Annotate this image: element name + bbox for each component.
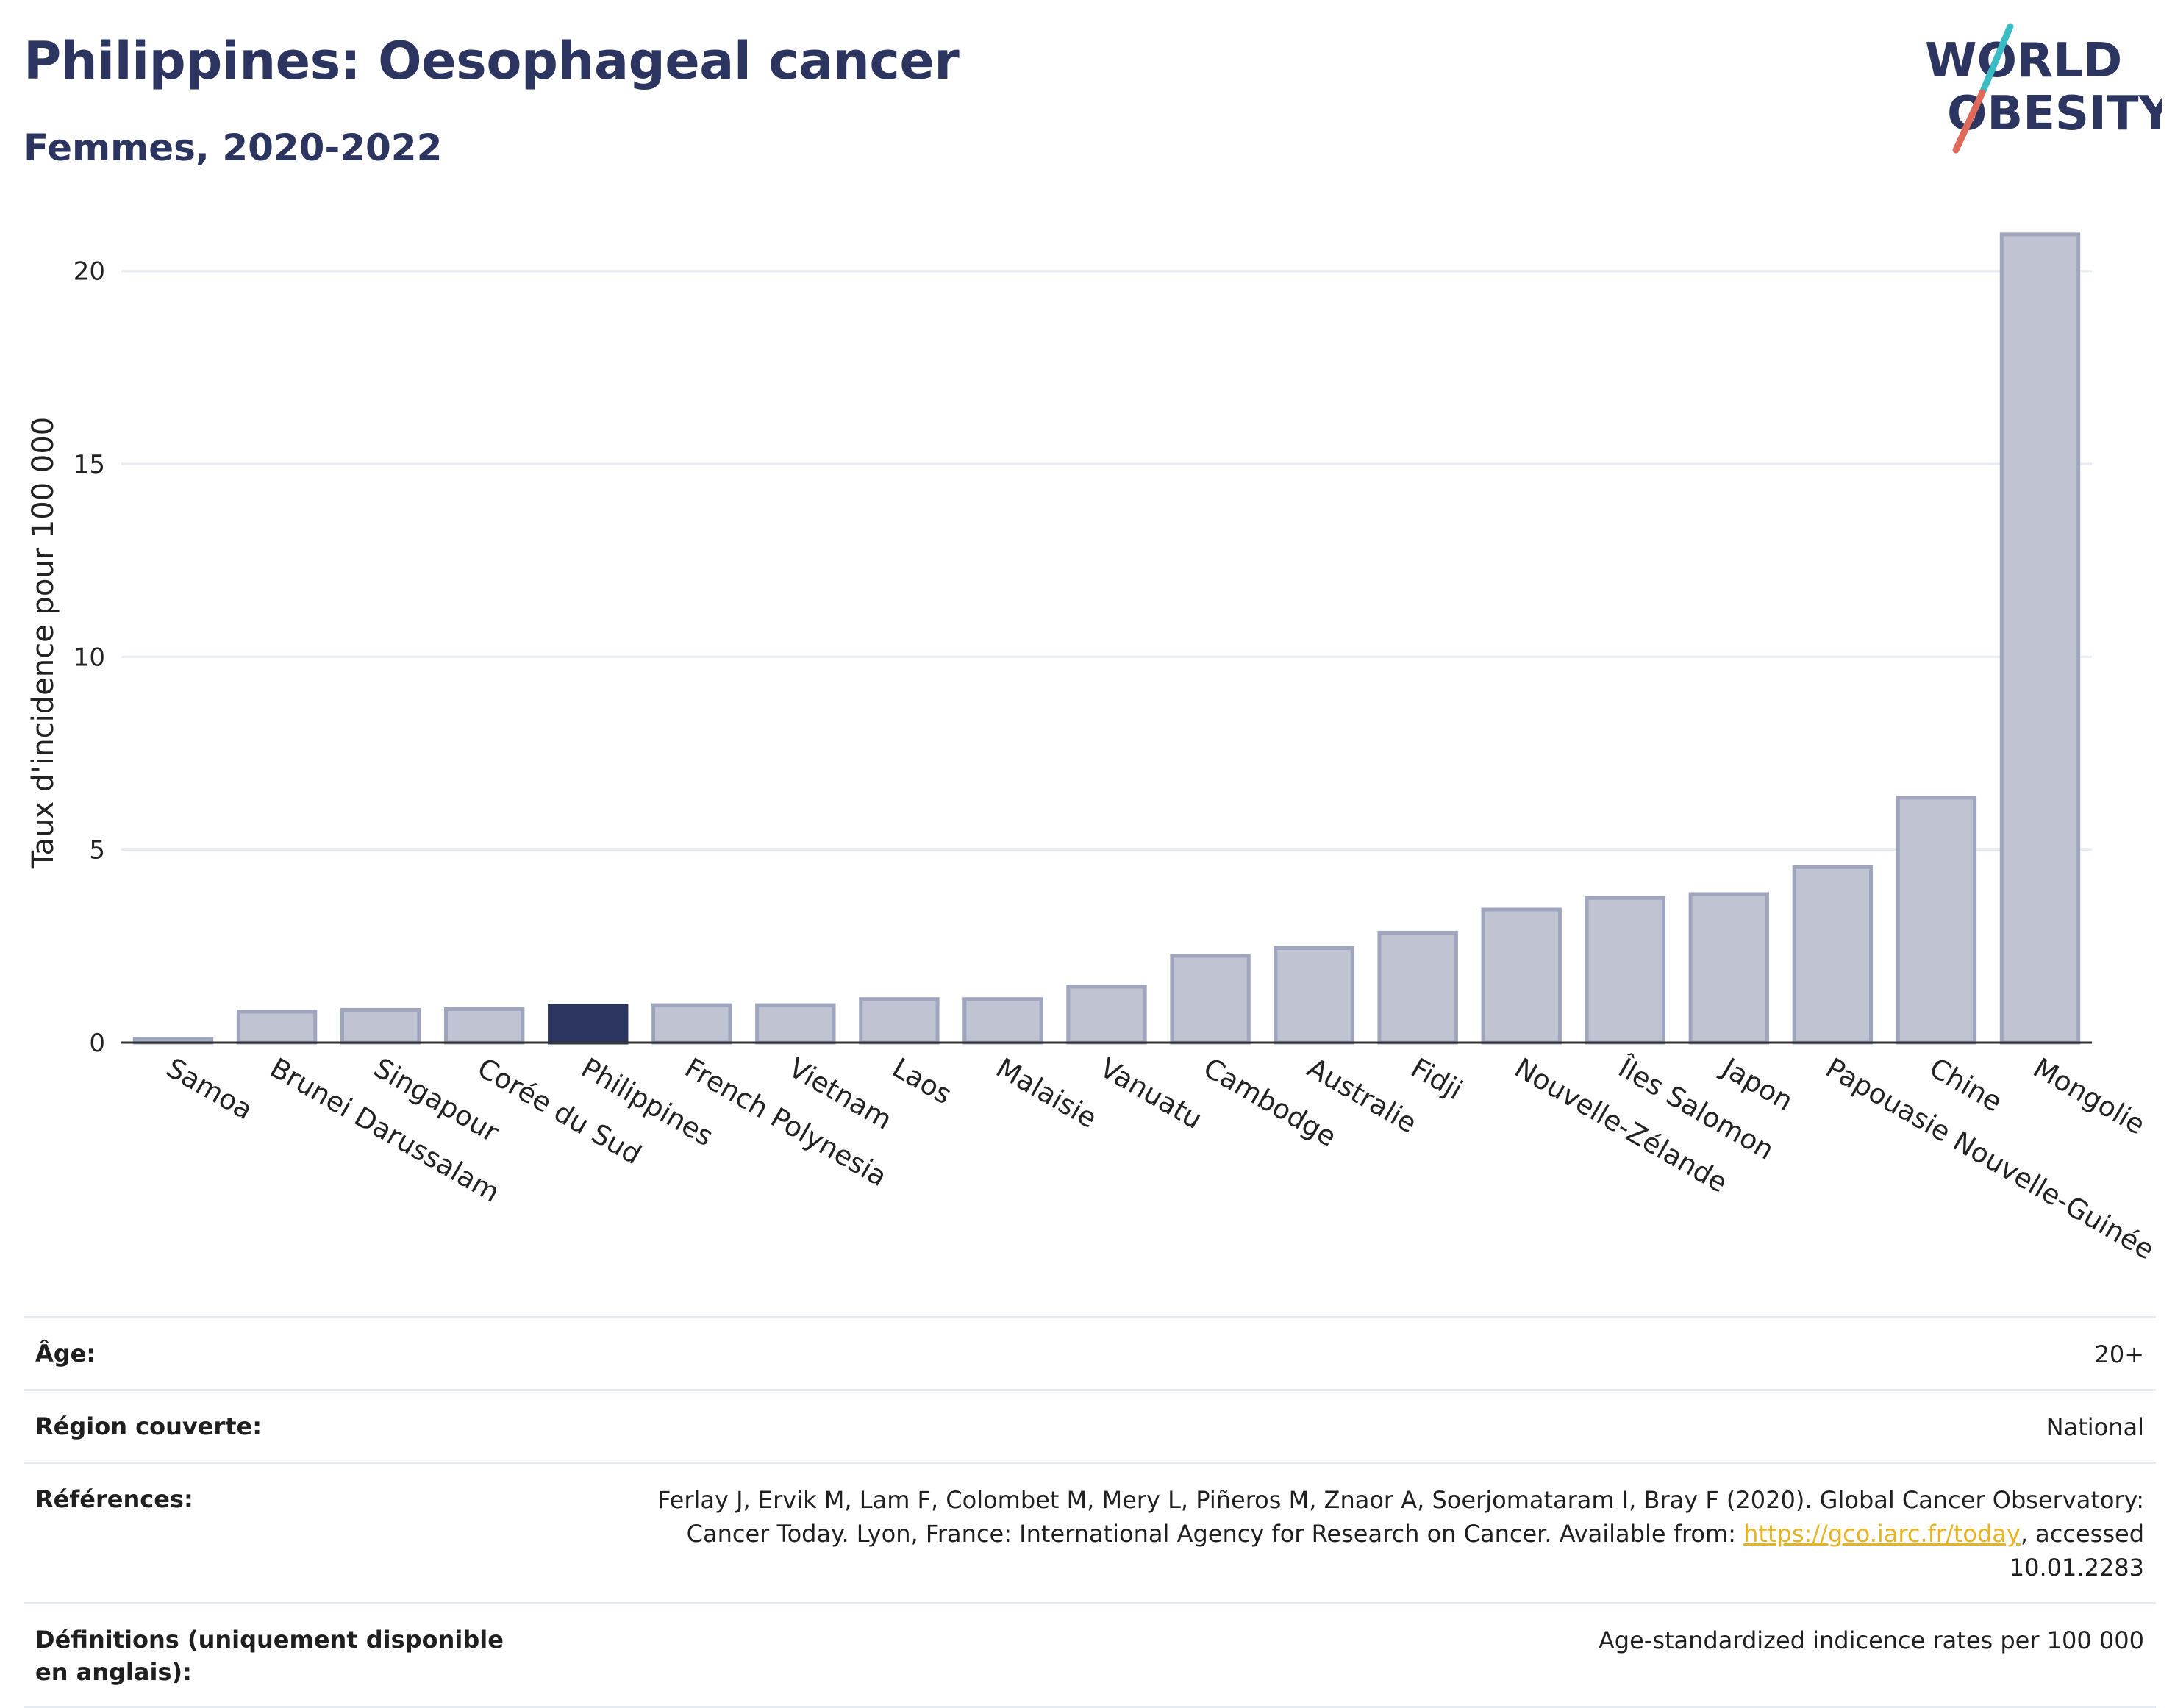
bar--les-salomon: [1585, 896, 1665, 1045]
bar-nouvelle-z-lande: [1481, 907, 1562, 1045]
meta-row-region: Région couverte: National: [24, 1389, 2156, 1462]
bar-singapour: [340, 1007, 421, 1045]
bar-french-polynesia: [651, 1003, 732, 1045]
bar-cambodge: [1170, 954, 1251, 1045]
logo-text-world: WORLD: [1925, 34, 2122, 88]
meta-value: National: [2046, 1413, 2144, 1441]
bar-papouasie-nouvelle-guin-e: [1792, 865, 1874, 1045]
meta-key: Région couverte:: [35, 1412, 262, 1440]
axes: 0 5 10 15 20: [74, 257, 2092, 1058]
bar-cor-e-du-sud: [443, 1007, 525, 1045]
x-tick-label: Laos: [887, 1052, 957, 1111]
bar-laos: [859, 997, 940, 1045]
bar-fidji: [1377, 930, 1458, 1045]
bar-brunei-darussalam: [236, 1010, 318, 1045]
reference-text: Ferlay J, Ervik M, Lam F, Colombet M, Me…: [657, 1486, 2144, 1548]
meta-key: Définitions (uniquement disponible en an…: [35, 1626, 504, 1686]
x-tick-label: Vanuatu: [1095, 1052, 1208, 1136]
logo-slash-teal: [1979, 23, 2014, 96]
meta-value: Age-standardized indicence rates per 100…: [1598, 1626, 2144, 1654]
world-obesity-logo: WORLD OBESITY: [1925, 23, 2162, 154]
bar-vanuatu: [1066, 985, 1147, 1045]
meta-row-definitions: Définitions (uniquement disponible en an…: [24, 1602, 2156, 1708]
y-tick-label: 0: [89, 1029, 105, 1058]
bars: [132, 232, 2081, 1045]
meta-row-references: Références: Ferlay J, Ervik M, Lam F, Co…: [24, 1462, 2156, 1602]
meta-key: Références:: [35, 1485, 193, 1513]
metadata-table: Âge: 20+ Région couverte: National Référ…: [24, 1316, 2156, 1708]
y-tick-label: 5: [89, 836, 105, 865]
meta-key: Âge:: [35, 1340, 96, 1368]
meta-value: 20+: [2094, 1340, 2144, 1368]
y-tick-label: 15: [74, 450, 105, 479]
x-tick-label: Japon: [1715, 1051, 1799, 1118]
x-tick-label: Chine: [1924, 1052, 2007, 1118]
y-axis-title: Taux d'incidence pour 100 000: [26, 417, 60, 869]
bar-mongolie: [1999, 232, 2081, 1045]
x-tick-label: Fidji: [1406, 1052, 1468, 1107]
reference-link[interactable]: https://gco.iarc.fr/today: [1743, 1520, 2021, 1548]
y-tick-label: 10: [74, 643, 105, 672]
x-tick-label: Malaisie: [990, 1052, 1102, 1135]
bar-chine: [1896, 796, 1977, 1045]
chart-subtitle: Femmes, 2020-2022: [24, 126, 443, 169]
meta-value: Ferlay J, Ervik M, Lam F, Colombet M, Me…: [571, 1483, 2144, 1584]
x-tick-label: Mongolie: [2028, 1052, 2151, 1141]
bar-philippines: [548, 1004, 629, 1045]
chart-title: Philippines: Oesophageal cancer: [24, 31, 960, 91]
logo-slash-red: [1952, 89, 1986, 154]
bar-chart: 0 5 10 15 20 Samoa Brunei DarussalamSingapour…: [26, 232, 2160, 1266]
x-tick-label: Samoa: [161, 1052, 258, 1126]
bar-vietnam: [755, 1003, 836, 1045]
reference-text-end: , accessed 10.01.2283: [2009, 1520, 2144, 1582]
meta-row-age: Âge: 20+: [24, 1316, 2156, 1389]
bar-australie: [1274, 946, 1354, 1045]
y-tick-label: 20: [74, 257, 105, 287]
grid-lines: [121, 270, 2092, 851]
bar-malaisie: [963, 997, 1043, 1045]
bar-japon: [1688, 892, 1770, 1045]
